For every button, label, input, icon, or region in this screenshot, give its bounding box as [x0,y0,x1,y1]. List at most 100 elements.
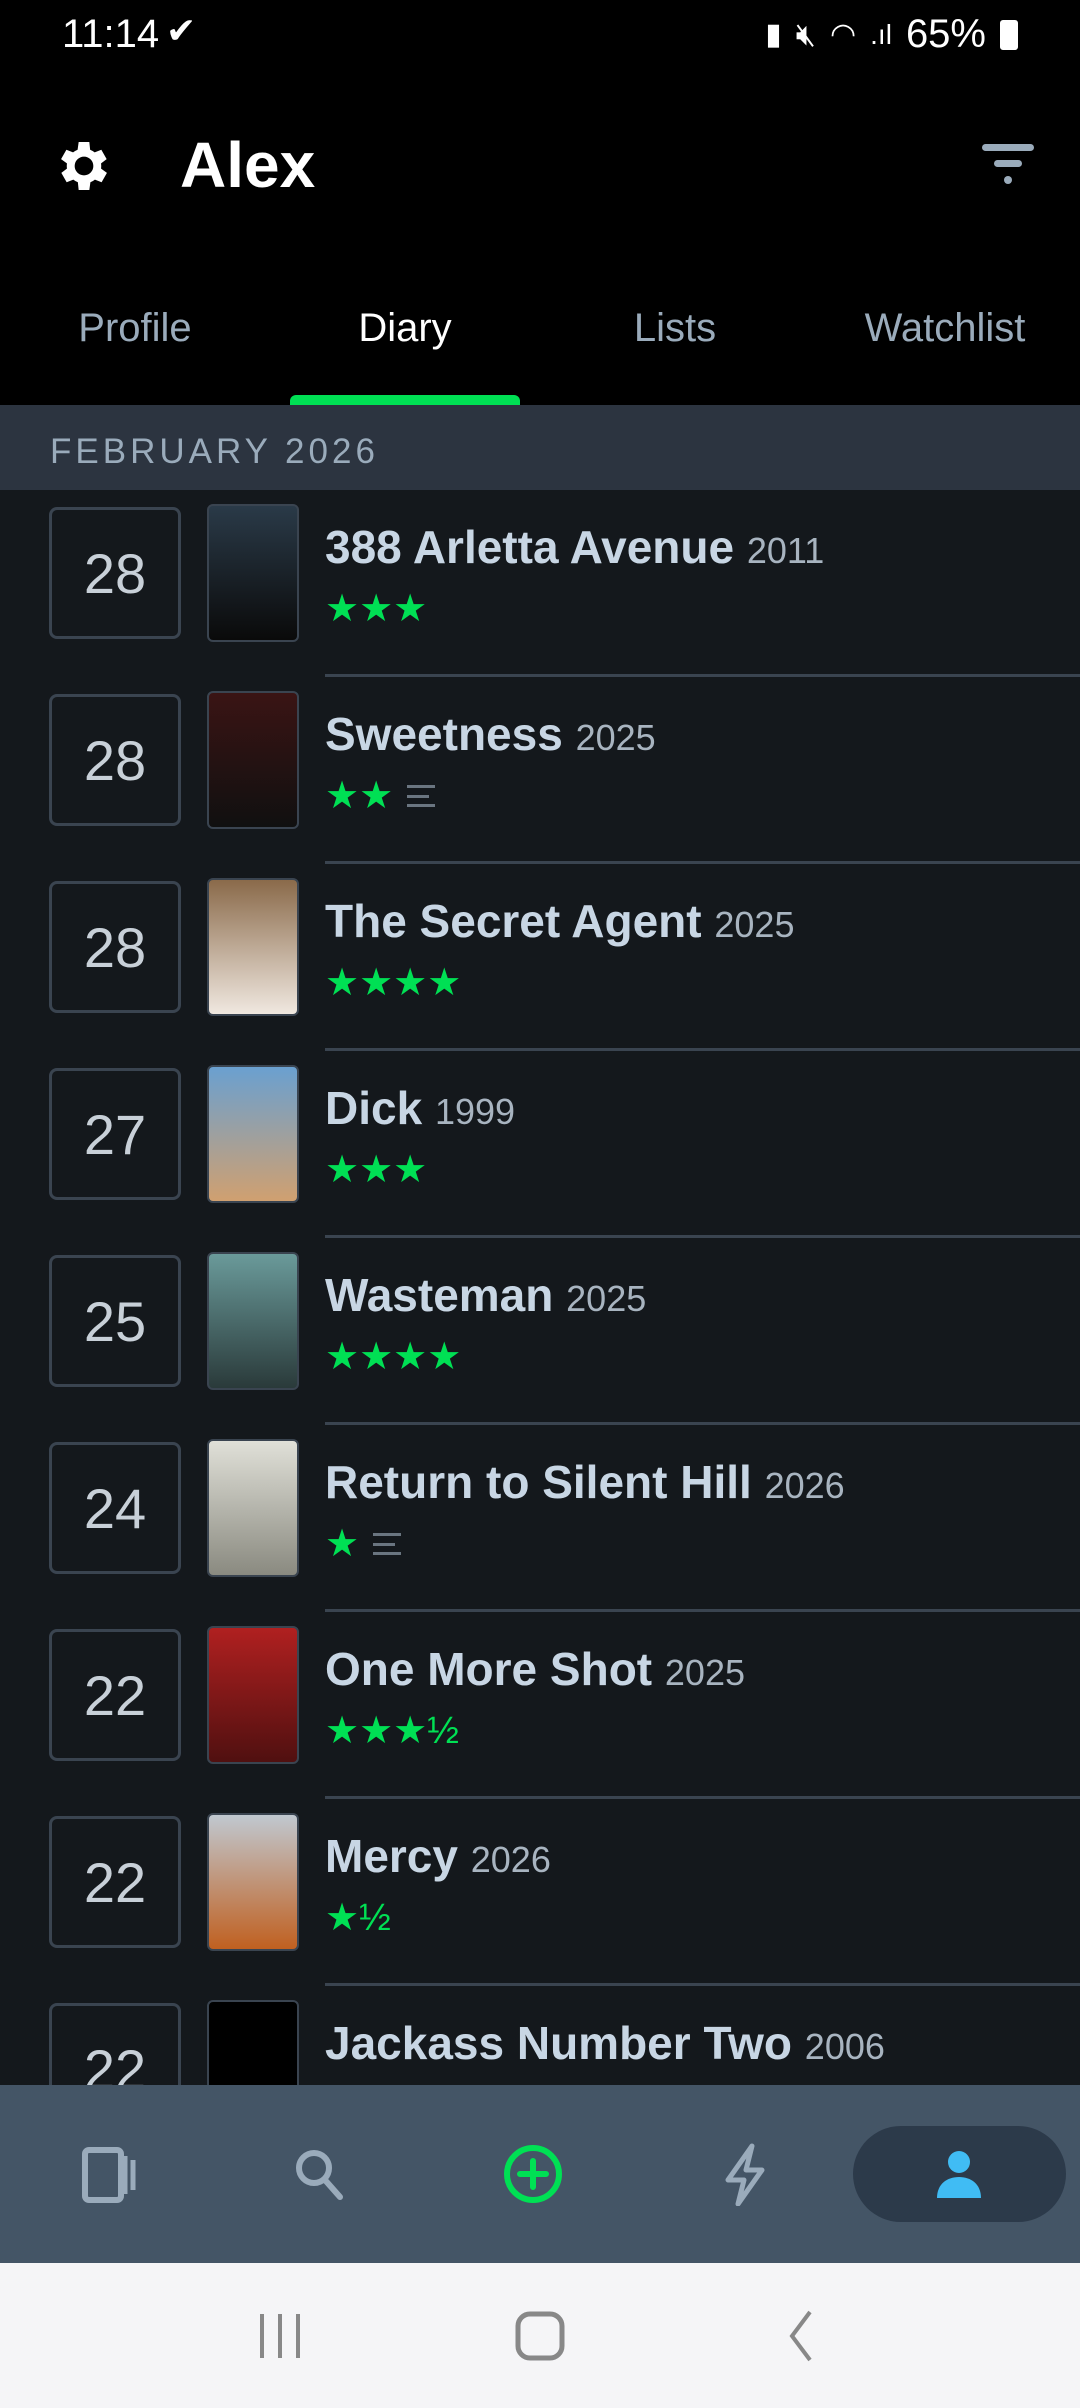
film-year: 2006 [804,2026,885,2067]
entry-day: 22 [49,1816,181,1948]
tab-lists[interactable]: Lists [633,306,717,350]
download-check-icon: ✔ [166,10,197,51]
film-title: Return to Silent Hill 2026 [325,1455,845,1509]
rating-stars: ★★★ [325,588,428,630]
film-title-text: One More Shot [325,1643,653,1695]
rating-stars: ★★★★ [325,1336,462,1378]
tab-diary[interactable]: Diary [270,300,540,405]
film-poster[interactable] [207,1252,299,1390]
film-title: Wasteman 2025 [325,1268,646,1322]
diary-entry[interactable]: 22 One More Shot 2025 ★★★½ [0,1612,1080,1799]
bottom-nav [0,2085,1080,2263]
rating-stars: ★★ [325,775,394,817]
diary-list: 28 388 Arletta Avenue 2011 ★★★ 28 Sweetn… [0,490,1080,2173]
film-year: 2025 [575,717,656,758]
rating: ★★ [325,773,436,818]
diary-entry[interactable]: 25 Wasteman 2025 ★★★★ [0,1238,1080,1425]
film-year: 2025 [566,1278,647,1319]
filter-icon[interactable] [980,142,1036,192]
rating: ★ [325,1521,402,1566]
film-year: 2026 [764,1465,845,1506]
film-poster[interactable] [207,1065,299,1203]
nav-search[interactable] [213,2126,426,2222]
film-poster[interactable] [207,1626,299,1764]
clock: 11:14 [62,12,160,56]
diary-entry[interactable]: 22 Mercy 2026 ★½ [0,1799,1080,1986]
month-header: FEBRUARY 2026 [0,405,1080,490]
rating-stars: ★½ [325,1897,391,1939]
divider [325,1796,1080,1799]
gear-icon[interactable] [52,134,116,198]
status-bar: 11:14 ✔ ▮ 🔇︎ ◠ .ıl 65% [0,0,1080,72]
entry-day: 24 [49,1442,181,1574]
rating-stars: ★★★ [325,1149,428,1191]
rating-stars: ★ [325,1523,360,1565]
rating: ★★★½ [325,1708,459,1753]
search-icon [295,2150,343,2200]
nav-activity[interactable] [640,2126,853,2222]
diary-entry[interactable]: 28 The Secret Agent 2025 ★★★★ [0,864,1080,1051]
film-title: Sweetness 2025 [325,707,656,761]
film-year: 2026 [470,1839,551,1880]
review-icon [373,1532,402,1555]
film-poster[interactable] [207,691,299,829]
system-nav [0,2263,1080,2408]
film-poster[interactable] [207,1813,299,1951]
nav-films[interactable] [0,2126,213,2222]
film-year: 2011 [746,530,825,571]
film-title: One More Shot 2025 [325,1642,745,1696]
film-title-text: Mercy [325,1830,458,1882]
add-icon [504,2145,562,2203]
mute-icon: 🔇︎ [795,15,816,52]
tab-profile[interactable]: Profile [78,306,192,350]
divider [325,1609,1080,1612]
divider [325,1983,1080,1986]
tab-watchlist[interactable]: Watchlist [864,306,1026,350]
home-icon[interactable] [510,2306,570,2366]
profile-tabs: Profile Diary Lists Watchlist [0,300,1080,405]
film-poster[interactable] [207,504,299,642]
entry-day: 28 [49,881,181,1013]
entry-day: 27 [49,1068,181,1200]
film-title: 388 Arletta Avenue 2011 [325,520,824,574]
diary-entry[interactable]: 28 Sweetness 2025 ★★ [0,677,1080,864]
rating: ★½ [325,1895,391,1940]
back-icon[interactable] [770,2306,830,2366]
entry-day: 28 [49,694,181,826]
diary-entry[interactable]: 27 Dick 1999 ★★★ [0,1051,1080,1238]
nav-profile[interactable] [852,2126,1067,2222]
diary-entry[interactable]: 28 388 Arletta Avenue 2011 ★★★ [0,490,1080,677]
film-year: 2025 [714,904,795,945]
rating: ★★★★ [325,1334,461,1379]
film-title-text: Dick [325,1082,423,1134]
app-header: Alex Profile Diary Lists Watchlist [0,72,1080,405]
wifi-icon: ◠ [829,18,857,51]
film-title: Dick 1999 [325,1081,515,1135]
film-title-text: Return to Silent Hill [325,1456,752,1508]
review-icon [407,784,436,807]
recent-apps-icon[interactable] [250,2306,310,2366]
battery-icon [1000,19,1018,50]
battery-saver-icon: ▮ [765,18,782,51]
film-poster[interactable] [207,878,299,1016]
signal-icon: .ıl [870,18,892,50]
film-title: Mercy 2026 [325,1829,551,1883]
profile-icon [937,2151,982,2198]
page-title: Alex [180,129,316,201]
film-title-text: Wasteman [325,1269,554,1321]
nav-add[interactable] [426,2126,639,2222]
film-title-text: The Secret Agent [325,895,702,947]
film-title: Jackass Number Two 2006 [325,2016,885,2070]
rating: ★★★★ [325,960,461,1005]
film-year: 2025 [664,1652,745,1693]
rating: ★★★ [325,586,427,631]
film-title-text: Sweetness [325,708,563,760]
films-icon [81,2147,136,2203]
entry-day: 28 [49,507,181,639]
film-poster[interactable] [207,1439,299,1577]
activity-icon [725,2143,765,2206]
rating: ★★★ [325,1147,427,1192]
film-year: 1999 [434,1091,516,1132]
diary-entry[interactable]: 24 Return to Silent Hill 2026 ★ [0,1425,1080,1612]
divider [325,1235,1080,1238]
